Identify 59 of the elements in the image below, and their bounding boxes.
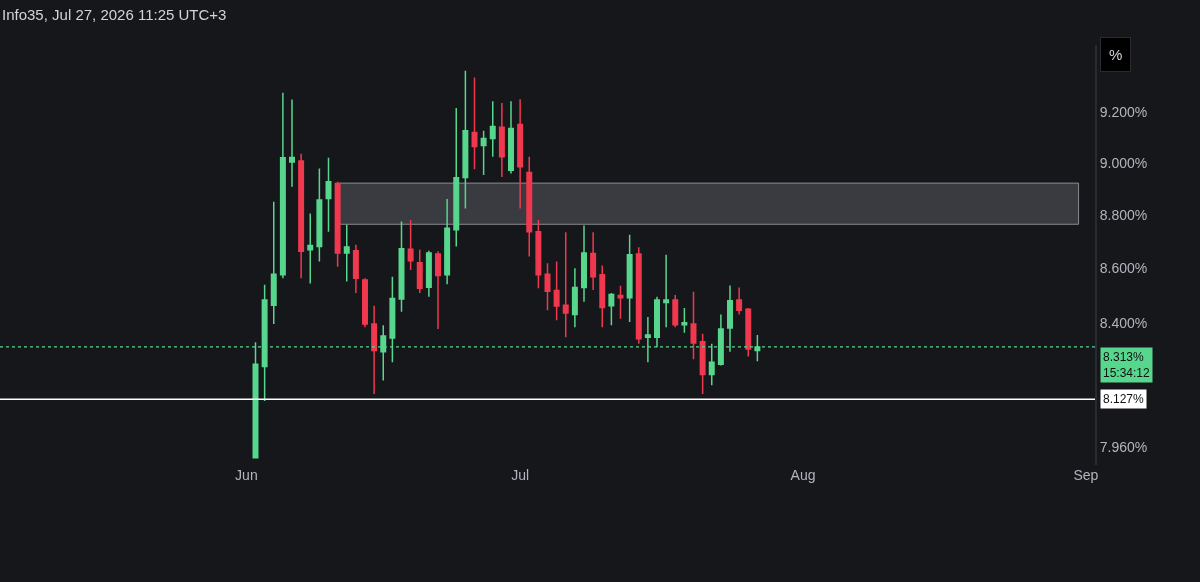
candlestick (517, 98, 524, 210)
candlestick (279, 91, 286, 280)
candlestick (599, 264, 606, 328)
candlestick (425, 250, 432, 298)
candlestick (581, 224, 587, 303)
candlestick (444, 198, 451, 285)
y-tick-label: 8.600% (1099, 260, 1148, 277)
ref-line-label: 8.313% 15:34:12 (1103, 350, 1151, 380)
candlestick (690, 291, 697, 360)
candlestick (462, 70, 469, 210)
candlestick (325, 157, 332, 233)
candlestick (608, 292, 615, 327)
candlestick (526, 156, 533, 258)
candlestick (316, 167, 323, 263)
ref-line-label: 8.127% (1103, 392, 1145, 406)
candlestick (307, 212, 314, 285)
candlestick (544, 262, 551, 311)
candlestick (498, 102, 505, 178)
candlestick (334, 181, 341, 268)
candlestick (635, 246, 642, 345)
x-tick-label: Jul (511, 467, 530, 483)
candlestick (289, 98, 295, 188)
y-tick-label: 8.800% (1099, 206, 1148, 223)
candlestick (453, 107, 460, 248)
candlestick (407, 219, 414, 271)
candlestick (480, 129, 487, 176)
x-tick-label: Sep (1073, 467, 1099, 483)
text: % (1109, 46, 1123, 63)
candlestick (298, 152, 305, 280)
candlestick (699, 333, 706, 395)
y-tick-label: 9.000% (1099, 154, 1148, 171)
y-tick-label: 8.400% (1099, 314, 1148, 331)
candlestick (590, 231, 597, 291)
x-tick-label: Jun (235, 467, 258, 483)
candlestick (362, 277, 368, 328)
candlestick (416, 249, 423, 294)
candlestick (471, 76, 478, 170)
candlestick (626, 234, 633, 323)
candlestick (672, 294, 679, 328)
candlestick (489, 100, 496, 158)
candlestick (435, 250, 441, 330)
candlestick (508, 100, 514, 175)
candlestick (681, 307, 688, 334)
candlestick (535, 219, 542, 290)
candlestick (571, 267, 578, 328)
candlestick (617, 285, 624, 320)
candlestick (562, 231, 569, 338)
candlestick (553, 260, 560, 322)
y-tick-label: 7.960% (1099, 439, 1148, 456)
candlestick (352, 243, 359, 294)
candlestick (736, 286, 743, 316)
candlestick (371, 305, 378, 395)
x-tick-label: Aug (790, 467, 816, 483)
candlestick (663, 254, 670, 328)
candlestick (343, 224, 350, 283)
y-tick-label: 9.200% (1099, 103, 1148, 120)
candlestick (270, 200, 277, 325)
candlestick (745, 307, 752, 358)
chart-title: Info35, Jul 27, 2026 11:25 UTC+3 (2, 6, 227, 23)
